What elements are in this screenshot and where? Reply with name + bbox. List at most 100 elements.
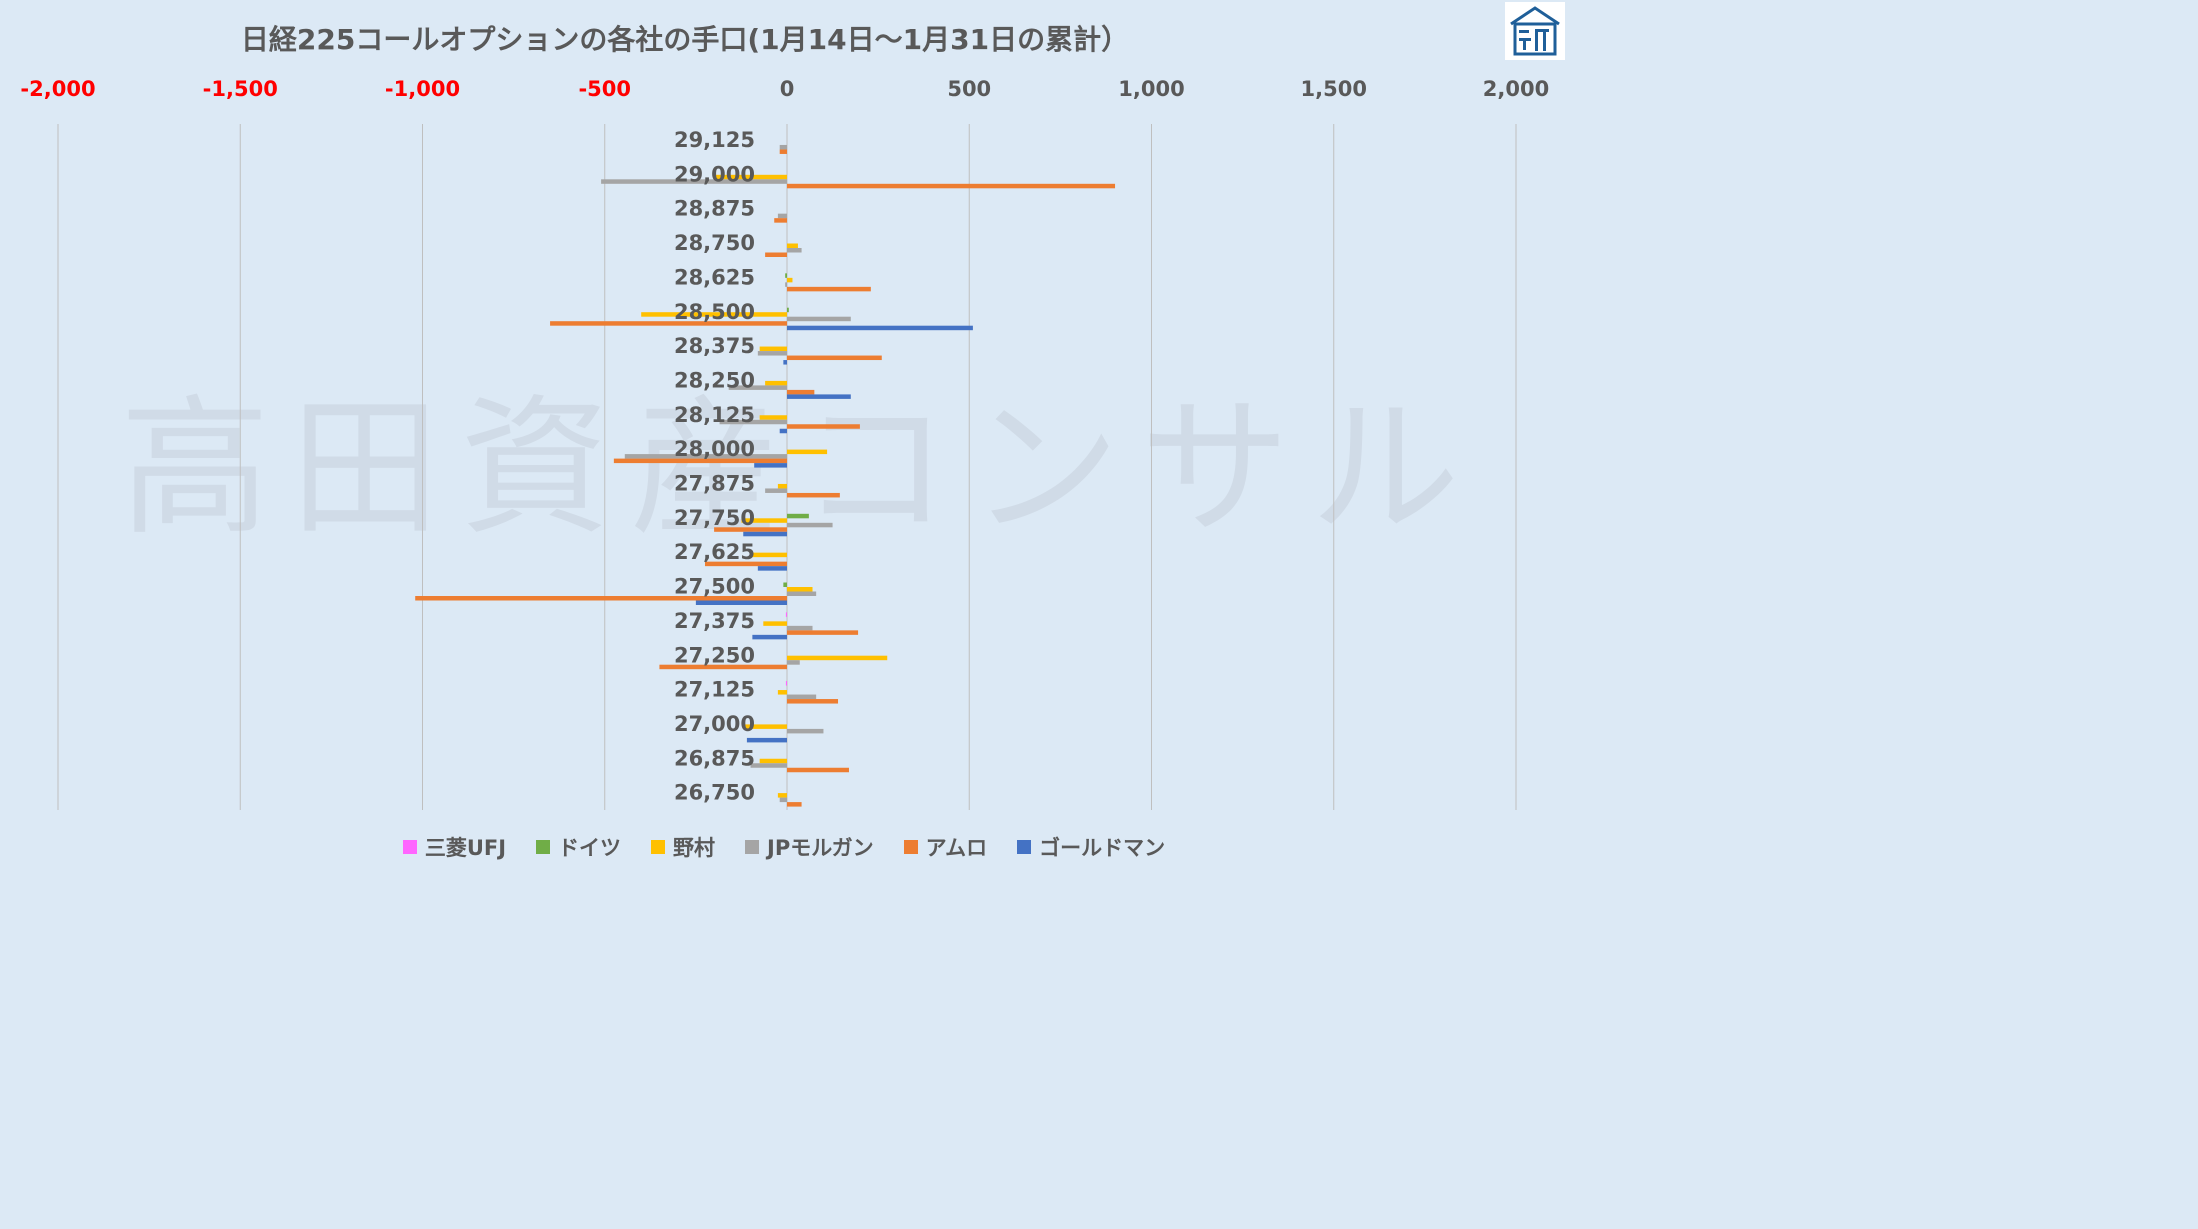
bar-ドイツ	[785, 273, 787, 278]
bar-JPモルガン	[719, 419, 787, 425]
bar-ゴールドマン	[779, 428, 787, 434]
bar-ゴールドマン	[754, 463, 787, 468]
chart-title: 日経225コールオプションの各社の手口(1月14日～1月31日の累計）	[240, 23, 1130, 56]
legend-label: JPモルガン	[767, 836, 874, 860]
legend-label: ドイツ	[558, 836, 622, 860]
legend-item: 三菱UFJ	[402, 832, 507, 862]
y-category-label: 26,875	[674, 746, 755, 770]
bar-アムロ	[787, 767, 849, 773]
y-category-label: 29,000	[674, 162, 755, 186]
bar-JPモルガン	[787, 248, 802, 253]
bar-ゴールドマン	[746, 737, 787, 743]
bar-野村	[787, 655, 888, 661]
legend-swatch	[903, 840, 918, 854]
bar-アムロ	[787, 802, 802, 807]
y-category-label: 28,750	[674, 231, 755, 255]
bar-野村	[787, 277, 793, 283]
bar-野村	[787, 587, 813, 592]
y-category-label: 28,125	[674, 403, 755, 427]
x-tick-label: 0	[780, 77, 795, 101]
bar-JPモルガン	[779, 144, 787, 150]
bar-JPモルガン	[765, 488, 787, 493]
bar-三菱UFJ	[785, 612, 787, 617]
legend-label: ゴールドマン	[1039, 836, 1166, 860]
bar-野村	[787, 243, 798, 248]
y-category-label: 28,625	[674, 265, 755, 289]
bar-ドイツ	[783, 582, 787, 587]
bar-野村	[777, 690, 787, 695]
bar-野村	[787, 449, 828, 455]
bar-chart: 高田資産コンサル -2,000 -1,500 -1,000 -500 0 500 1,000 1…	[20, 77, 1549, 810]
x-tick-label: -2,000	[20, 77, 95, 101]
y-category-label: 27,500	[674, 575, 755, 599]
legend-swatch	[745, 840, 760, 854]
company-logo	[1505, 2, 1565, 60]
y-category-label: 26,750	[674, 781, 755, 805]
y-category-label: 28,000	[674, 437, 755, 461]
bar-野村	[641, 312, 787, 317]
bar-野村	[777, 793, 787, 798]
bar-JPモルガン	[779, 797, 787, 803]
bar-アムロ	[415, 596, 787, 601]
legend-swatch	[651, 840, 666, 854]
y-category-label: 28,875	[674, 197, 755, 221]
bar-JPモルガン	[787, 316, 851, 322]
bar-アムロ	[787, 389, 815, 395]
bar-ドイツ	[787, 513, 809, 519]
bar-ゴールドマン	[757, 566, 787, 571]
bar-アムロ	[659, 664, 787, 670]
y-category-label: 28,375	[674, 334, 755, 358]
legend-swatch	[402, 840, 417, 854]
legend-label: 三菱UFJ	[424, 836, 507, 860]
bar-アムロ	[787, 355, 882, 361]
y-category-label: 27,875	[674, 472, 755, 496]
bar-野村	[743, 724, 787, 729]
bar-ドイツ	[787, 307, 789, 313]
x-tick-label: 1,000	[1118, 77, 1184, 101]
bar-アムロ	[613, 458, 787, 464]
y-category-label: 27,750	[674, 506, 755, 530]
legend-item: 野村	[651, 832, 715, 862]
x-tick-label: 500	[947, 77, 991, 101]
bar-野村	[765, 380, 787, 386]
bar-JPモルガン	[787, 522, 833, 528]
bar-アムロ	[550, 321, 787, 326]
bar-ゴールドマン	[787, 394, 851, 399]
bar-ゴールドマン	[752, 634, 787, 640]
y-category-label: 29,125	[674, 128, 755, 152]
bar-ゴールドマン	[783, 360, 787, 365]
bar-JPモルガン	[785, 282, 787, 287]
x-tick-label: -500	[578, 77, 631, 101]
legend-item: JPモルガン	[745, 832, 874, 862]
legend-label: アムロ	[925, 836, 988, 860]
bar-JPモルガン	[757, 351, 787, 356]
bar-アムロ	[787, 424, 860, 429]
bar-アムロ	[787, 630, 859, 635]
y-category-label: 27,000	[674, 712, 755, 736]
bar-野村	[741, 518, 787, 523]
bar-JPモルガン	[601, 179, 787, 184]
legend: 三菱UFJ ドイツ 野村 JPモルガン アムロ ゴールドマン	[0, 832, 1568, 862]
y-category-label: 27,125	[674, 678, 755, 702]
bar-ゴールドマン	[695, 600, 787, 605]
legend-item: アムロ	[903, 832, 988, 862]
bar-野村	[777, 483, 787, 489]
x-tick-label: -1,000	[385, 77, 460, 101]
legend-swatch	[1017, 840, 1032, 854]
bar-アムロ	[779, 149, 787, 154]
bar-ゴールドマン	[787, 325, 973, 331]
y-category-label: 27,250	[674, 643, 755, 667]
bar-JPモルガン	[624, 454, 787, 459]
x-tick-label: 1,500	[1301, 77, 1367, 101]
bar-ゴールドマン	[743, 531, 787, 537]
bar-野村	[759, 415, 787, 420]
watermark: 高田資産コンサル	[120, 382, 1480, 556]
bar-野村	[763, 621, 787, 626]
x-tick-label: -1,500	[203, 77, 278, 101]
bar-アムロ	[787, 286, 871, 292]
bar-野村	[714, 174, 787, 180]
legend-item: ゴールドマン	[1017, 832, 1165, 862]
bar-アムロ	[704, 561, 787, 567]
bar-アムロ	[714, 527, 787, 532]
y-category-label: 28,250	[674, 368, 755, 392]
